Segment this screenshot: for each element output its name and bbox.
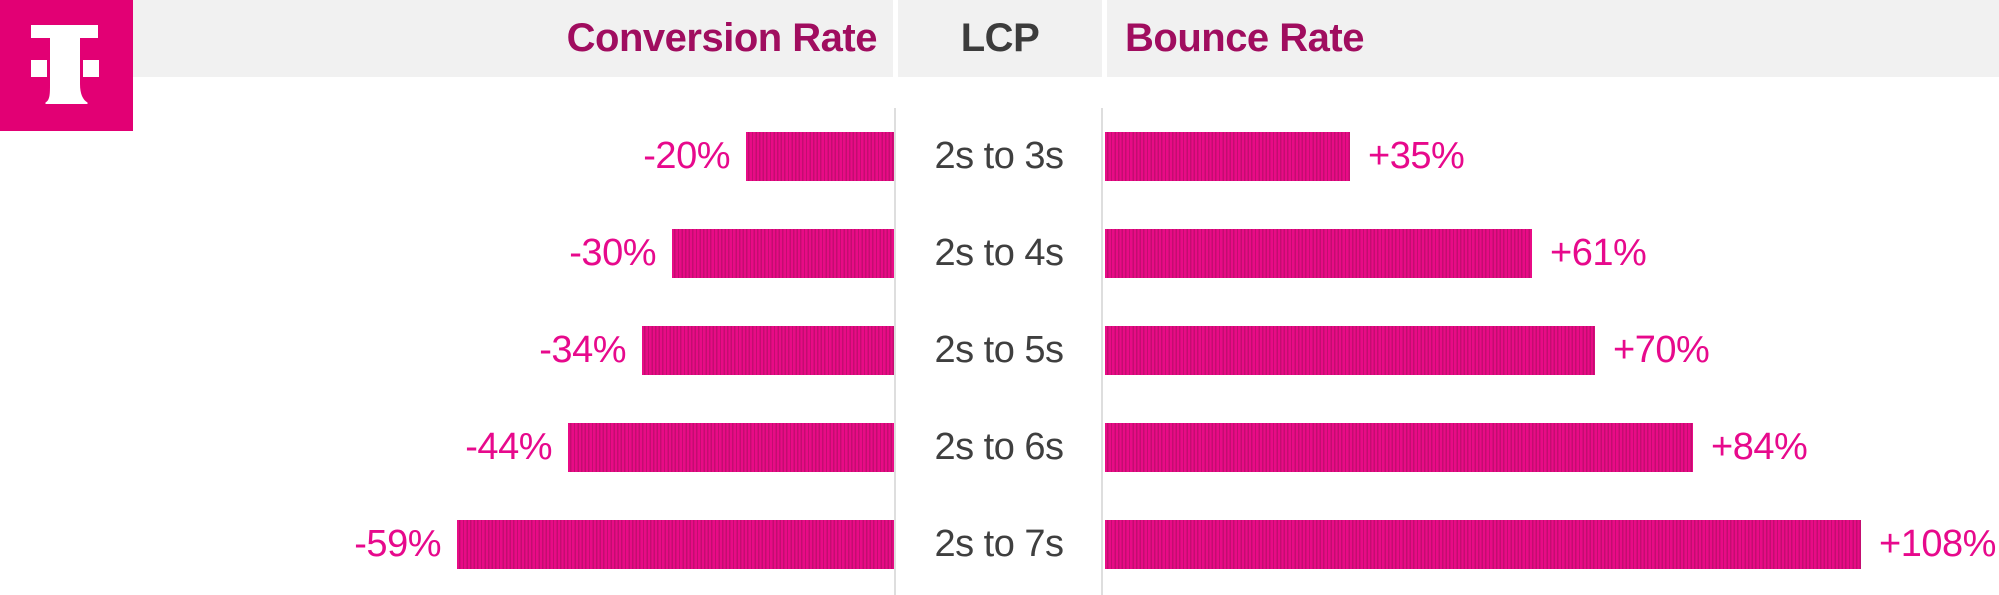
chart-row: -34% 2s to 5s +70%: [0, 326, 1999, 375]
conversion-zone: -44%: [0, 423, 894, 472]
chart-row: -30% 2s to 4s +61%: [0, 229, 1999, 278]
bounce-value-label: +84%: [1711, 426, 1808, 468]
lcp-range-label: 2s to 4s: [934, 232, 1064, 274]
bounce-zone: +108%: [1105, 520, 1999, 569]
conversion-bar: [568, 423, 894, 472]
conversion-bar: [642, 326, 894, 375]
lcp-range-label: 2s to 6s: [934, 426, 1064, 468]
bounce-value-label: +35%: [1368, 135, 1465, 177]
lcp-zone: 2s to 6s: [895, 423, 1103, 472]
conversion-value-label: -44%: [465, 426, 552, 468]
lcp-zone: 2s to 4s: [895, 229, 1103, 278]
chart-row: -59% 2s to 7s +108%: [0, 520, 1999, 569]
lcp-zone: 2s to 7s: [895, 520, 1103, 569]
header-segment-lcp: LCP: [898, 0, 1102, 77]
lcp-range-label: 2s to 5s: [934, 329, 1064, 371]
bounce-zone: +35%: [1105, 132, 1999, 181]
bounce-zone: +84%: [1105, 423, 1999, 472]
conversion-value-label: -34%: [539, 329, 626, 371]
bounce-bar: [1105, 132, 1350, 181]
lcp-range-label: 2s to 3s: [934, 135, 1064, 177]
header-segment-conversion: Conversion Rate: [133, 0, 893, 77]
lcp-zone: 2s to 5s: [895, 326, 1103, 375]
conversion-bar: [457, 520, 894, 569]
conversion-bar: [746, 132, 894, 181]
conversion-value-label: -59%: [354, 523, 441, 565]
bounce-bar: [1105, 229, 1532, 278]
lcp-header: LCP: [960, 16, 1040, 60]
bounce-rate-header: Bounce Rate: [1125, 16, 1365, 60]
bounce-bar: [1105, 520, 1861, 569]
lcp-zone: 2s to 3s: [895, 132, 1103, 181]
telekom-logo: [0, 0, 133, 131]
bounce-value-label: +70%: [1613, 329, 1710, 371]
left-axis-line: [894, 108, 896, 595]
chart-row: -20% 2s to 3s +35%: [0, 132, 1999, 181]
conversion-zone: -30%: [0, 229, 894, 278]
bounce-bar: [1105, 423, 1693, 472]
conversion-value-label: -20%: [643, 135, 730, 177]
bounce-zone: +61%: [1105, 229, 1999, 278]
bounce-bar: [1105, 326, 1595, 375]
telekom-t-icon: [31, 25, 99, 104]
conversion-zone: -34%: [0, 326, 894, 375]
chart-row: -44% 2s to 6s +84%: [0, 423, 1999, 472]
conversion-zone: -20%: [0, 132, 894, 181]
conversion-zone: -59%: [0, 520, 894, 569]
lcp-range-label: 2s to 7s: [934, 523, 1064, 565]
bounce-value-label: +61%: [1550, 232, 1647, 274]
right-axis-line: [1101, 108, 1103, 595]
header-segment-bounce: Bounce Rate: [1107, 0, 1999, 77]
conversion-bar: [672, 229, 894, 278]
conversion-value-label: -30%: [569, 232, 656, 274]
bounce-value-label: +108%: [1879, 523, 1996, 565]
conversion-rate-header: Conversion Rate: [566, 16, 878, 60]
bounce-zone: +70%: [1105, 326, 1999, 375]
